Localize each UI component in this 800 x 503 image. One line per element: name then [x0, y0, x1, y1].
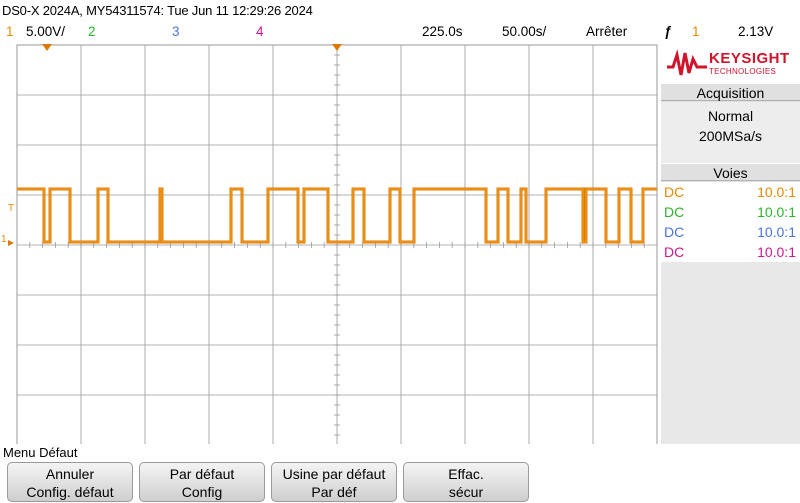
graticule-grid: [16, 44, 658, 444]
ch2-probe: 10.0:1: [757, 204, 796, 220]
keysight-logo: KEYSIGHT TECHNOLOGIES: [661, 41, 800, 85]
softkey-line1: Effac.: [448, 466, 484, 482]
trigger-edge-icon: ƒ: [664, 24, 672, 39]
softkey-secure-erase[interactable]: Effac. sécur: [403, 462, 529, 502]
side-panel: KEYSIGHT TECHNOLOGIES Acquisition Normal…: [661, 41, 800, 444]
channel-row[interactable]: DC 10.0:1: [661, 182, 800, 202]
channels-header[interactable]: Voies: [661, 163, 800, 181]
softkey-factory-default[interactable]: Usine par défaut Par déf: [271, 462, 397, 502]
ch3-probe: 10.0:1: [757, 224, 796, 240]
acquisition-panel: Normal 200MSa/s: [661, 102, 800, 164]
run-state[interactable]: Arrêter: [586, 24, 628, 39]
ch4-probe: 10.0:1: [757, 244, 796, 260]
ch1-waveform-highlight: [17, 188, 657, 243]
waveform-display[interactable]: T 1: [0, 41, 660, 444]
trigger-level[interactable]: 2.13V: [738, 24, 774, 39]
softkey-line2: Config. défaut: [26, 484, 114, 500]
ch1-ground-arrow: [8, 240, 14, 246]
channel-row[interactable]: DC 10.0:1: [661, 202, 800, 222]
channel-row[interactable]: DC 10.0:1: [661, 242, 800, 262]
waveform-graticule: [8, 44, 658, 444]
ch4-coupling: DC: [664, 244, 685, 260]
display-markers: [8, 44, 342, 246]
softkey-line1: Usine par défaut: [282, 466, 386, 482]
trigger-source[interactable]: 1: [692, 24, 700, 39]
menu-title: Menu Défaut: [3, 445, 78, 460]
ch3-number[interactable]: 3: [172, 24, 180, 39]
softkey-default-setup[interactable]: Par défaut Config: [139, 462, 265, 502]
status-bar: 1 5.00V/ 2 3 4 225.0ѕ 50.00ѕ/ Arrêter ƒ …: [0, 22, 800, 41]
ch1-coupling: DC: [664, 184, 685, 200]
acquisition-header[interactable]: Acquisition: [661, 83, 800, 101]
side-panel-empty: [661, 262, 800, 444]
acquisition-rate: 200MSa/s: [698, 128, 763, 144]
trigger-position-marker: [332, 44, 342, 51]
softkey-cancel-default[interactable]: Annuler Config. défaut: [7, 462, 133, 502]
logo-brand: KEYSIGHT: [709, 50, 790, 67]
channel-row[interactable]: DC 10.0:1: [661, 222, 800, 242]
time-reference-marker: [42, 44, 52, 51]
softkey-line2: sécur: [448, 484, 484, 500]
softkey-line1: Annuler: [45, 466, 95, 482]
ch1-trace: [17, 187, 657, 244]
ch4-number[interactable]: 4: [256, 24, 264, 39]
window-title: DS0-X 2024A, MY54311574: Tue Jun 11 12:2…: [0, 0, 800, 22]
horizontal-delay[interactable]: 225.0ѕ: [422, 24, 463, 39]
ch1-probe: 10.0:1: [757, 184, 796, 200]
keysight-wave-icon: [667, 49, 707, 76]
ch1-number[interactable]: 1: [6, 24, 14, 39]
ch1-ground-marker[interactable]: 1: [1, 234, 7, 245]
softkey-line1: Par défaut: [169, 466, 235, 482]
softkey-line2: Config: [181, 484, 223, 500]
ch2-number[interactable]: 2: [88, 24, 96, 39]
timebase-scale[interactable]: 50.00ѕ/: [502, 24, 547, 39]
ch2-coupling: DC: [664, 204, 685, 220]
ch1-scale[interactable]: 5.00V/: [26, 24, 66, 39]
logo-subtitle: TECHNOLOGIES: [709, 67, 777, 76]
acquisition-mode: Normal: [707, 108, 754, 124]
ch3-coupling: DC: [664, 224, 685, 240]
softkey-line2: Par déf: [311, 484, 357, 500]
trigger-level-marker[interactable]: T: [8, 203, 15, 214]
